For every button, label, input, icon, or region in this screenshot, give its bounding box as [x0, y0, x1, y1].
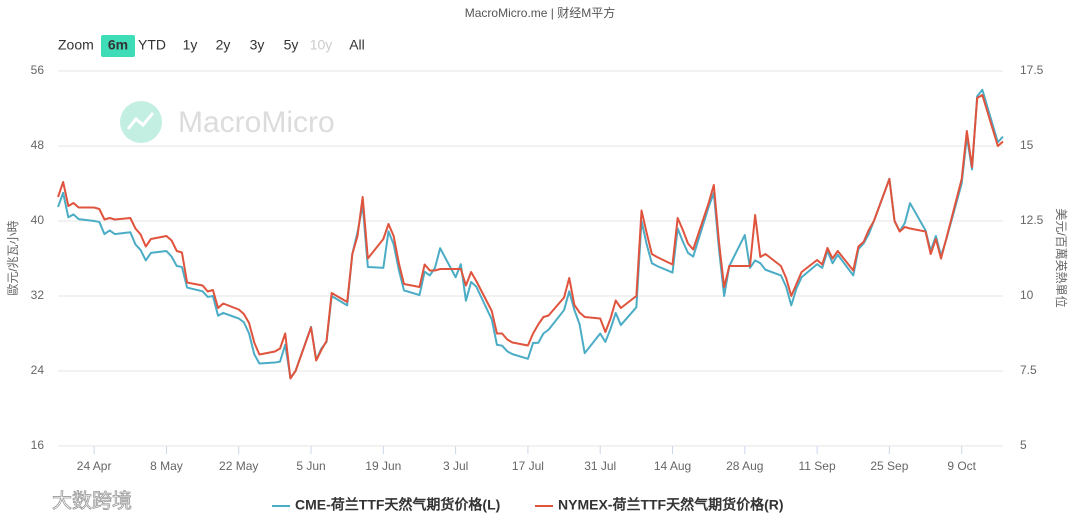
- watermark: MacroMicro: [178, 106, 335, 139]
- x-tick-label: 22 May: [219, 459, 258, 473]
- range-button: 10y: [310, 37, 333, 53]
- y2-axis-label: 美元/百萬英熱單位: [1054, 208, 1069, 307]
- y-tick-label: 16: [31, 438, 45, 452]
- legend-label[interactable]: CME-荷兰TTF天然气期货价格(L): [295, 497, 500, 513]
- x-tick-label: 25 Sep: [870, 459, 908, 473]
- x-tick-label: 24 Apr: [77, 459, 112, 473]
- range-button[interactable]: 3y: [250, 37, 265, 53]
- y-axis-label: 歐元/兆瓦小時: [5, 220, 20, 295]
- range-button[interactable]: All: [349, 37, 365, 53]
- y2-tick-label: 10: [1020, 288, 1034, 302]
- range-button[interactable]: 2y: [216, 37, 231, 53]
- range-button[interactable]: 1y: [183, 37, 198, 53]
- x-tick-label: 8 May: [150, 459, 183, 473]
- series-line: [57, 88, 1004, 379]
- range-button[interactable]: 5y: [284, 37, 299, 53]
- legend-label[interactable]: NYMEX-荷兰TTF天然气期货价格(R): [558, 497, 784, 513]
- range-button[interactable]: YTD: [138, 37, 166, 53]
- y2-tick-label: 12.5: [1020, 213, 1044, 227]
- y-tick-label: 40: [31, 213, 45, 227]
- x-tick-label: 3 Jul: [443, 459, 468, 473]
- y-tick-label: 56: [31, 63, 45, 77]
- x-tick-label: 28 Aug: [726, 459, 763, 473]
- x-tick-label: 17 Jul: [512, 459, 544, 473]
- x-tick-label: 19 Jun: [365, 459, 401, 473]
- x-tick-label: 9 Oct: [947, 459, 976, 473]
- y2-tick-label: 7.5: [1020, 363, 1037, 377]
- watermark-logo-icon: [126, 112, 155, 130]
- y-tick-label: 24: [31, 363, 45, 377]
- corner-watermark: 大数跨境: [52, 489, 132, 512]
- y-tick-label: 48: [31, 138, 45, 152]
- x-tick-label: 5 Jun: [296, 459, 325, 473]
- chart-title: MacroMicro.me | 财经M平方: [465, 5, 615, 20]
- y2-tick-label: 17.5: [1020, 63, 1044, 77]
- series-line: [57, 94, 1004, 380]
- y-tick-label: 32: [31, 288, 45, 302]
- x-tick-label: 31 Jul: [584, 459, 616, 473]
- range-button-bg[interactable]: [101, 35, 135, 57]
- zoom-label: Zoom: [58, 37, 94, 53]
- y2-tick-label: 5: [1020, 438, 1027, 452]
- x-tick-label: 14 Aug: [654, 459, 691, 473]
- x-tick-label: 11 Sep: [799, 459, 836, 473]
- range-button[interactable]: 6m: [108, 37, 128, 53]
- y2-tick-label: 15: [1020, 138, 1034, 152]
